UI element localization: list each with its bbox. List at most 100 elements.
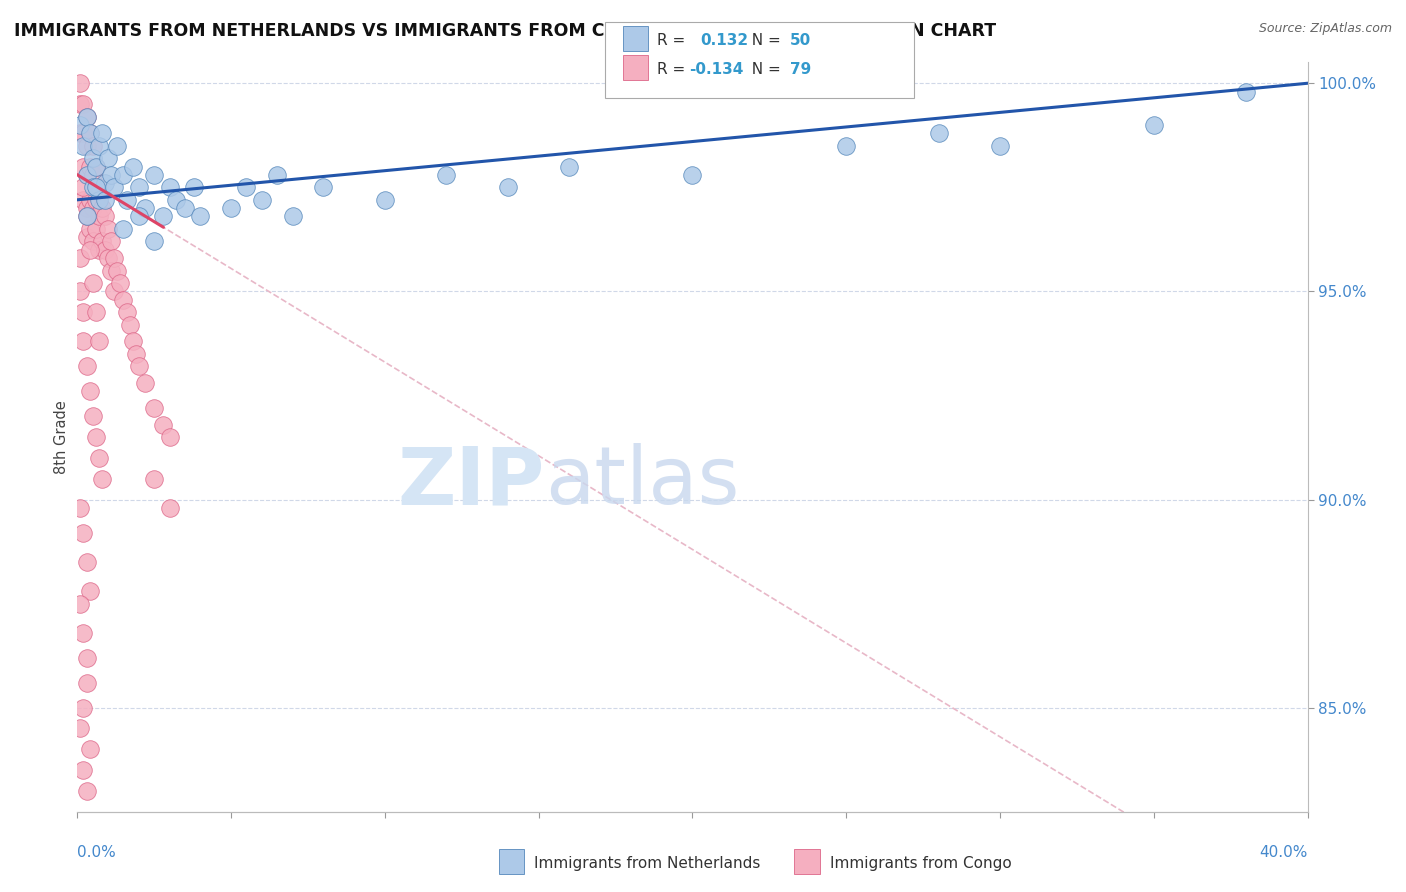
Point	[72, 138, 94, 153]
Point	[72, 193, 94, 207]
Point	[281, 210, 304, 224]
Point	[436, 168, 458, 182]
Point	[183, 180, 205, 194]
Point	[76, 230, 98, 244]
Point	[219, 201, 242, 215]
Point	[72, 97, 94, 112]
Point	[79, 742, 101, 756]
Point	[69, 118, 91, 132]
Point	[152, 417, 174, 432]
Point	[928, 126, 950, 140]
Point	[76, 138, 98, 153]
Point	[159, 500, 181, 515]
Point	[69, 126, 91, 140]
Point	[110, 276, 132, 290]
Point	[79, 384, 101, 399]
Point	[76, 784, 98, 798]
Point	[72, 763, 94, 777]
Point	[76, 110, 98, 124]
Text: N =: N =	[742, 62, 786, 78]
Point	[266, 168, 288, 182]
Point	[84, 160, 107, 174]
Point	[115, 193, 138, 207]
Point	[374, 193, 396, 207]
Point	[1143, 118, 1166, 132]
Point	[105, 138, 128, 153]
Point	[84, 430, 107, 444]
Point	[76, 359, 98, 374]
Point	[82, 168, 104, 182]
Point	[250, 193, 273, 207]
Point	[174, 201, 197, 215]
Point	[87, 243, 110, 257]
Point	[558, 160, 581, 174]
Point	[76, 555, 98, 569]
Point	[72, 625, 94, 640]
Point	[103, 251, 125, 265]
Point	[69, 285, 91, 299]
Point	[84, 180, 107, 194]
Point	[112, 293, 135, 307]
Point	[72, 700, 94, 714]
Point	[72, 180, 94, 194]
Point	[72, 305, 94, 319]
Point	[76, 210, 98, 224]
Point	[69, 76, 91, 90]
Point	[105, 263, 128, 277]
Text: 79: 79	[790, 62, 811, 78]
Point	[1234, 85, 1257, 99]
Point	[143, 472, 166, 486]
Point	[128, 210, 150, 224]
Point	[82, 201, 104, 215]
Point	[121, 334, 143, 349]
Point	[76, 675, 98, 690]
Point	[72, 126, 94, 140]
Point	[82, 409, 104, 424]
Text: ZIP: ZIP	[398, 443, 546, 521]
Text: N =: N =	[742, 33, 786, 48]
Text: atlas: atlas	[546, 443, 740, 521]
Point	[84, 160, 107, 174]
Point	[312, 180, 335, 194]
Point	[84, 305, 107, 319]
Point	[82, 180, 104, 194]
Point	[69, 251, 91, 265]
Point	[72, 525, 94, 540]
Point	[134, 376, 156, 390]
Point	[134, 201, 156, 215]
Point	[82, 151, 104, 165]
Point	[82, 276, 104, 290]
Text: IMMIGRANTS FROM NETHERLANDS VS IMMIGRANTS FROM CONGO 8TH GRADE CORRELATION CHART: IMMIGRANTS FROM NETHERLANDS VS IMMIGRANT…	[14, 22, 997, 40]
Point	[128, 180, 150, 194]
Point	[69, 722, 91, 736]
Point	[143, 235, 166, 249]
Point	[87, 138, 110, 153]
Point	[76, 201, 98, 215]
Point	[103, 285, 125, 299]
Point	[100, 235, 122, 249]
Point	[97, 222, 120, 236]
Point	[87, 210, 110, 224]
Point	[72, 334, 94, 349]
Point	[496, 180, 519, 194]
Point	[94, 210, 117, 224]
Point	[682, 168, 704, 182]
Point	[97, 251, 120, 265]
Point	[72, 160, 94, 174]
Point	[128, 359, 150, 374]
Point	[79, 126, 101, 140]
Point	[87, 180, 110, 194]
Text: -0.134: -0.134	[689, 62, 744, 78]
Point	[84, 193, 107, 207]
Point	[143, 401, 166, 415]
Text: 0.0%: 0.0%	[77, 846, 117, 861]
Point	[159, 430, 181, 444]
Point	[79, 222, 101, 236]
Point	[94, 243, 117, 257]
Point	[94, 193, 117, 207]
Point	[76, 210, 98, 224]
Point	[90, 126, 114, 140]
Point	[835, 138, 858, 153]
Point	[79, 584, 101, 599]
Point	[100, 168, 122, 182]
